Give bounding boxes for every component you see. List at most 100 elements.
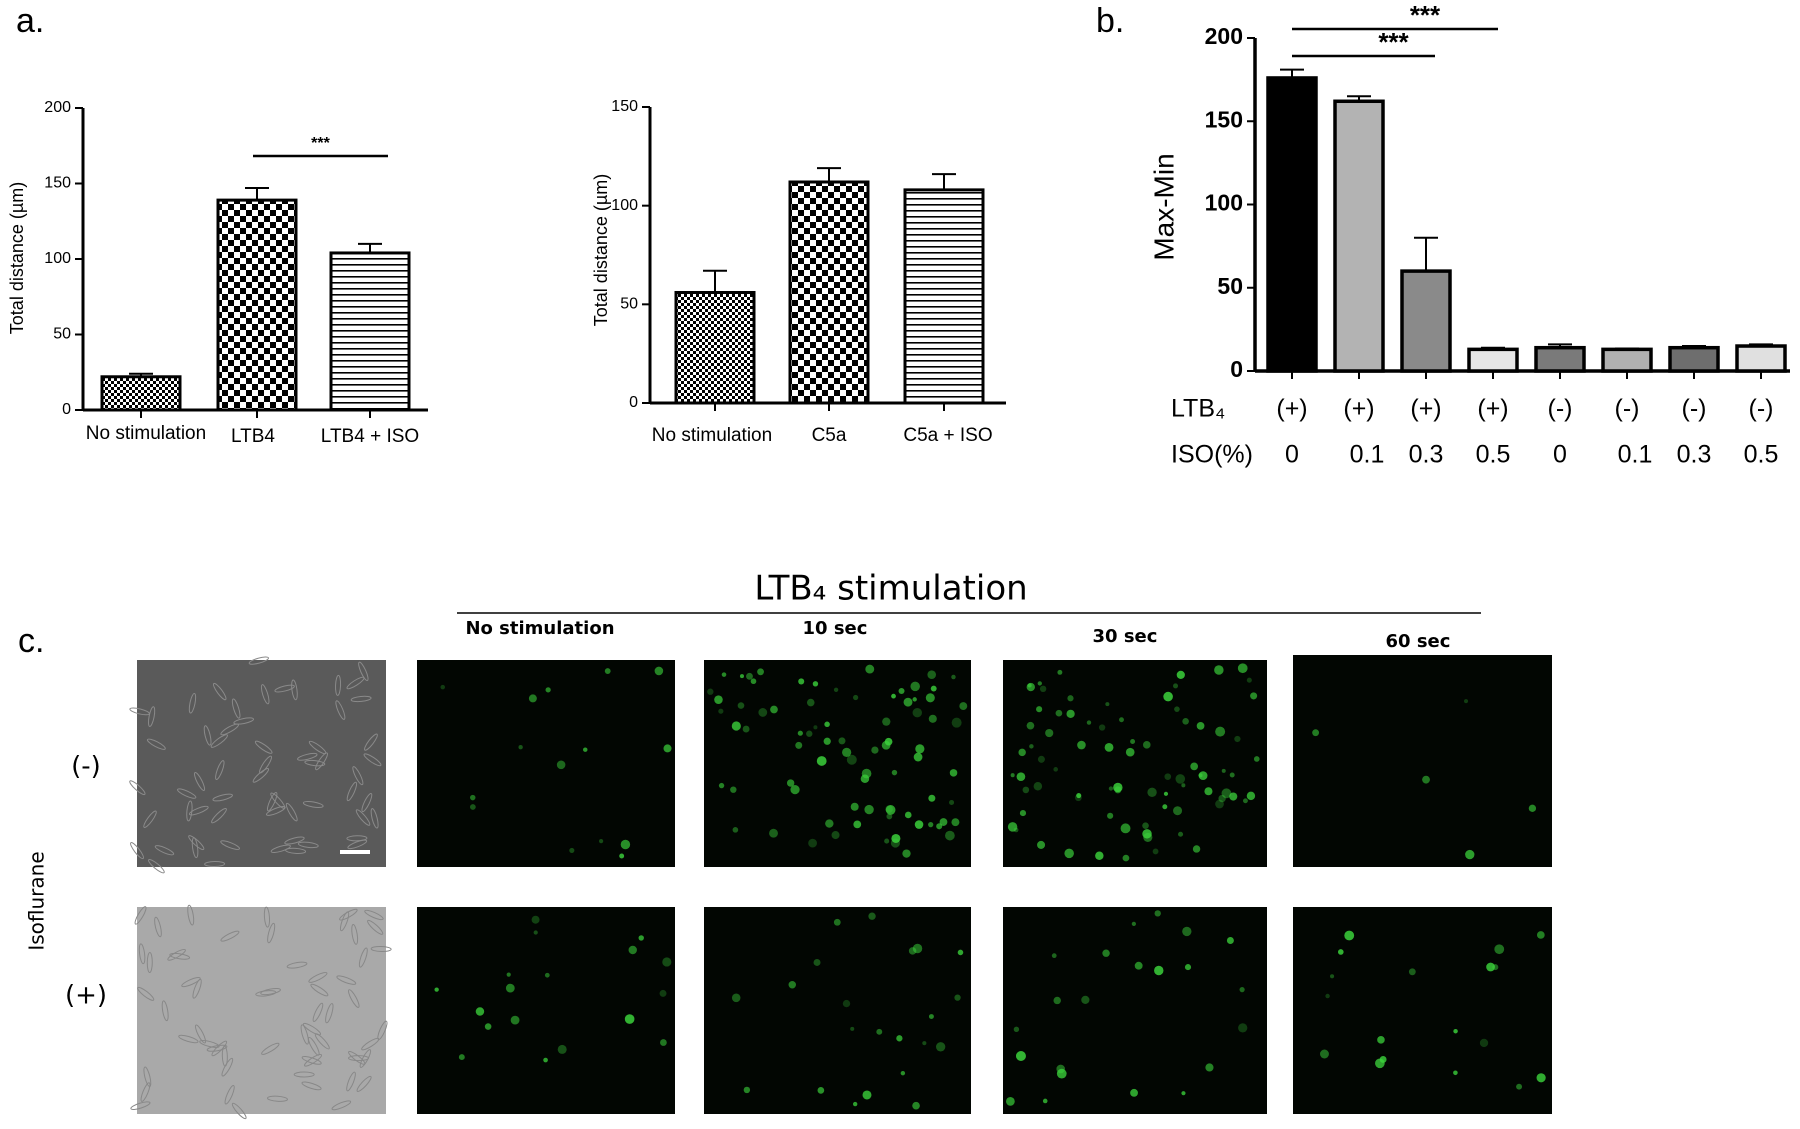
cell-signal (599, 839, 604, 844)
cell-signal (1042, 1098, 1048, 1104)
cell (331, 1100, 352, 1111)
cell-signal (770, 705, 778, 714)
cell (260, 987, 281, 996)
cell-signal (1215, 799, 1224, 809)
row-label: (+) (65, 981, 107, 1011)
panel-label: c. (18, 622, 44, 660)
cell-signal (1465, 849, 1475, 860)
y-tick-label: 100 (611, 197, 638, 214)
cell-signal (1037, 755, 1045, 763)
cell-signal (1053, 996, 1061, 1005)
cell-signal (1010, 773, 1015, 778)
cell (146, 738, 166, 750)
cell-signal (545, 687, 551, 693)
y-tick-label: 0 (1230, 356, 1243, 382)
x-tick-label: (+) (1276, 395, 1307, 423)
cell-signal (1250, 692, 1258, 700)
cell-signal (470, 804, 476, 810)
cell-signal (864, 804, 874, 815)
x-tick-label: (-) (1682, 395, 1707, 423)
cell-signal (1018, 748, 1026, 757)
cell-signal (954, 994, 961, 1001)
x-tick-label: No stimulation (652, 425, 772, 446)
cell (146, 952, 153, 974)
cell-signal (1154, 910, 1161, 917)
cell-signal (871, 746, 879, 754)
y-tick-label: 200 (44, 99, 71, 116)
cell-signal (885, 805, 893, 813)
panel-label: b. (1096, 2, 1124, 40)
column-header: 10 sec (803, 618, 868, 639)
cell-signal (891, 833, 901, 844)
cell-signal (1237, 663, 1248, 674)
y-tick-label: 100 (1205, 190, 1243, 216)
cell-signal (1196, 722, 1205, 730)
cell-signal (518, 745, 523, 750)
cell-signal (1051, 953, 1057, 959)
cell-signal (730, 786, 737, 793)
cell-signal (718, 708, 724, 714)
cell (346, 781, 358, 802)
micrograph (137, 660, 386, 867)
cell (286, 961, 308, 969)
cell (285, 802, 298, 822)
cell-signal (662, 957, 672, 967)
cell (267, 922, 276, 944)
cell-signal (1086, 720, 1092, 725)
cell-signal (1205, 1063, 1214, 1072)
column-header: 60 sec (1386, 631, 1451, 652)
cell-signal (1125, 747, 1135, 757)
cell-signal (663, 744, 672, 753)
cell-signal (484, 1023, 492, 1030)
cell-signal (731, 721, 741, 731)
cell (129, 707, 150, 716)
cell-signal (1218, 794, 1226, 803)
cell (212, 682, 227, 701)
cell-signal (902, 849, 911, 858)
cell (134, 906, 147, 925)
x-tick-label: C5a (812, 425, 847, 446)
cell (199, 1040, 220, 1048)
y-axis-title: Max-Min (1148, 153, 1179, 260)
cell-signal (1130, 1088, 1138, 1097)
cell-signal (1453, 1028, 1458, 1034)
iso-label: 0.3 (1409, 441, 1444, 469)
cell (130, 1101, 151, 1110)
cell-signal (1238, 1023, 1248, 1033)
cell (188, 692, 197, 714)
cell-signal (1095, 851, 1104, 860)
cell (137, 986, 155, 1001)
cell (370, 808, 379, 829)
cell (358, 661, 369, 682)
cell (203, 725, 212, 746)
cell (129, 780, 146, 796)
cell-signal (928, 794, 936, 802)
cell-signal (1104, 742, 1114, 752)
cell-signal (1013, 1026, 1020, 1032)
cell (220, 930, 240, 942)
cell-signal (659, 989, 667, 997)
cell-signal (915, 744, 925, 754)
cell-signal (927, 670, 937, 679)
cell-signal (884, 838, 890, 844)
cell-signal (1229, 792, 1238, 801)
cell-signal (528, 694, 537, 703)
cell-signal (1239, 987, 1245, 993)
error-bar (1347, 95, 1371, 102)
x-tick-label: LTB4 + ISO (321, 426, 419, 447)
x-tick-label: (-) (1548, 395, 1573, 423)
cell (252, 768, 270, 783)
x-tick-label: No stimulation (86, 423, 206, 444)
cell-signal (900, 1070, 906, 1076)
cell-signal (1130, 739, 1136, 744)
cell-signal (891, 693, 896, 699)
cell (147, 706, 156, 727)
error-bar (129, 372, 153, 377)
micrograph (417, 660, 675, 867)
bar (1601, 347, 1653, 373)
cell (187, 904, 195, 926)
cell (274, 684, 295, 693)
cell (266, 1095, 288, 1102)
cell-signal (1344, 930, 1355, 941)
cell-signal (898, 687, 905, 694)
